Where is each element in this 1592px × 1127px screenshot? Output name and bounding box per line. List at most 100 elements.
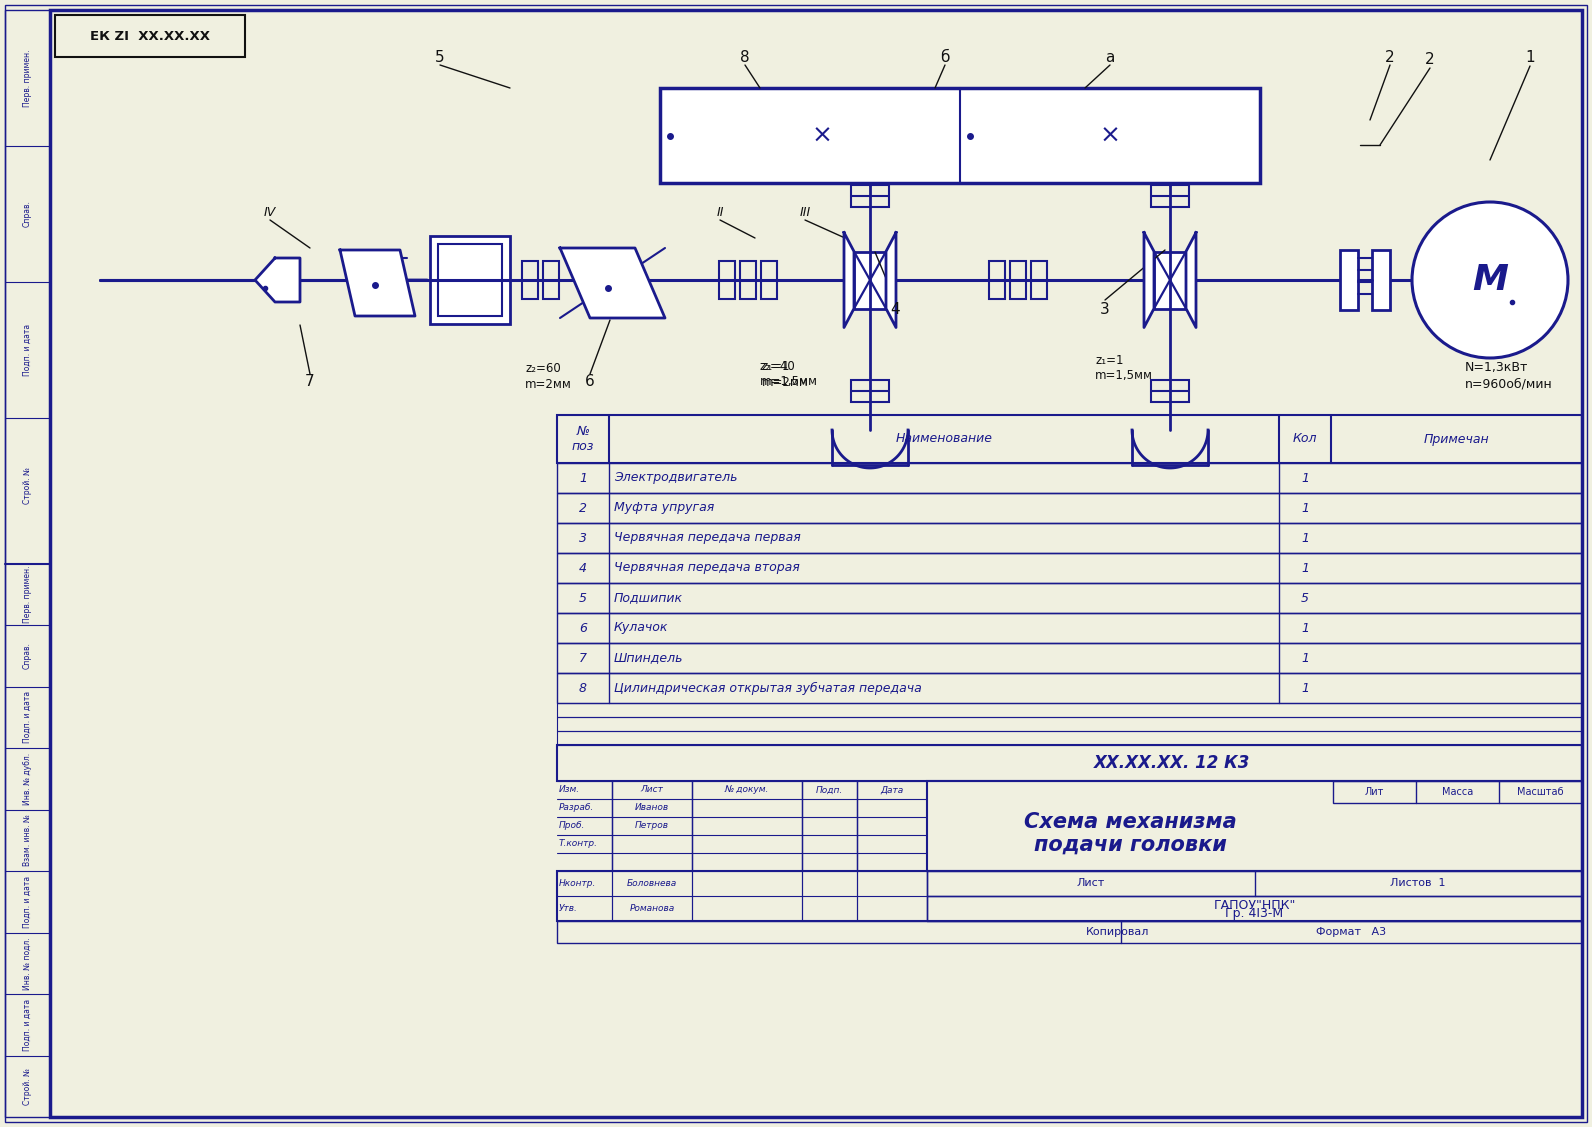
Bar: [557, 703, 1582, 717]
Text: Романова: Романова: [629, 904, 675, 913]
Text: Кулачок: Кулачок: [615, 621, 669, 635]
Text: Примечан: Примечан: [1423, 433, 1489, 445]
Bar: [927, 871, 1582, 896]
Text: m=1,5мм: m=1,5мм: [1095, 370, 1153, 382]
Text: Инв. № подл.: Инв. № подл.: [22, 937, 32, 990]
Text: Боловнева: Боловнева: [627, 879, 677, 888]
Text: Подп. и дата: Подп. и дата: [22, 323, 32, 375]
Text: 6: 6: [586, 374, 595, 390]
Bar: [557, 921, 1582, 943]
Bar: [557, 583, 1582, 613]
Bar: [543, 261, 559, 299]
Text: 2: 2: [1425, 53, 1434, 68]
Bar: [557, 553, 1582, 583]
Text: IV: IV: [264, 205, 275, 219]
Bar: [740, 261, 756, 299]
Text: 5: 5: [1301, 592, 1309, 604]
Bar: [557, 492, 1582, 523]
Bar: [557, 731, 1582, 745]
Text: 1: 1: [1525, 51, 1535, 65]
Text: II: II: [716, 205, 724, 219]
Text: Лит: Лит: [1364, 787, 1385, 797]
Text: Взам. инв. №: Взам. инв. №: [22, 815, 32, 867]
Text: 1: 1: [579, 471, 587, 485]
Text: z₂=60: z₂=60: [525, 362, 560, 374]
Bar: [1151, 185, 1189, 207]
Bar: [5, 10, 49, 1117]
Text: ЕК ZI  ХХ.ХХ.ХХ: ЕК ZI ХХ.ХХ.ХХ: [91, 29, 210, 43]
Bar: [557, 673, 1582, 703]
Text: №
поз: № поз: [572, 425, 594, 453]
Text: Масштаб: Масштаб: [1517, 787, 1563, 797]
Text: а: а: [1105, 50, 1114, 64]
Bar: [438, 245, 501, 316]
Text: М: М: [1473, 263, 1508, 298]
Text: 2: 2: [1385, 50, 1395, 64]
Text: Шпиндель: Шпиндель: [615, 651, 683, 665]
Polygon shape: [1186, 232, 1196, 328]
Polygon shape: [887, 232, 896, 328]
Polygon shape: [1145, 232, 1154, 328]
Polygon shape: [560, 248, 665, 318]
Bar: [557, 415, 1582, 463]
Polygon shape: [255, 258, 299, 302]
Text: Лист: Лист: [1076, 879, 1105, 888]
Text: Нконтр.: Нконтр.: [559, 879, 597, 888]
Text: Наименование: Наименование: [895, 433, 992, 445]
Bar: [557, 644, 1582, 673]
Text: б: б: [941, 50, 950, 64]
Text: 5: 5: [435, 50, 444, 64]
Text: Электродвигатель: Электродвигатель: [615, 471, 737, 485]
Text: m=1,5мм: m=1,5мм: [759, 375, 818, 389]
Bar: [927, 781, 1582, 871]
Bar: [1372, 250, 1390, 310]
Text: ×: ×: [1100, 124, 1121, 148]
Text: 3: 3: [1100, 302, 1110, 318]
Text: Перв. примен.: Перв. примен.: [22, 50, 32, 107]
Text: 1: 1: [1301, 651, 1309, 665]
Text: 5: 5: [579, 592, 587, 604]
Text: Проб.: Проб.: [559, 822, 586, 831]
Text: Червячная передача первая: Червячная передача первая: [615, 532, 801, 544]
Bar: [720, 261, 736, 299]
Text: Червячная передача вторая: Червячная передача вторая: [615, 561, 799, 575]
Bar: [1340, 250, 1358, 310]
Text: 6: 6: [579, 621, 587, 635]
Polygon shape: [844, 232, 853, 328]
Bar: [927, 896, 1582, 921]
Text: Цилиндрическая открытая зубчатая передача: Цилиндрическая открытая зубчатая передач…: [615, 682, 922, 694]
Text: 4: 4: [579, 561, 587, 575]
Text: Подшипик: Подшипик: [615, 592, 683, 604]
Text: Справ.: Справ.: [22, 201, 32, 228]
Bar: [1154, 251, 1186, 309]
Text: Дата: Дата: [880, 786, 904, 795]
Text: ГАПОУ"НПК": ГАПОУ"НПК": [1213, 899, 1296, 912]
Text: Лист: Лист: [640, 786, 664, 795]
Text: Иванов: Иванов: [635, 804, 669, 813]
Text: 4: 4: [890, 302, 899, 318]
Bar: [430, 236, 509, 323]
Text: z₁=1: z₁=1: [1095, 354, 1124, 366]
Bar: [989, 261, 1005, 299]
Text: Изм.: Изм.: [559, 786, 579, 795]
Text: Перв. примен.: Перв. примен.: [22, 566, 32, 623]
Text: z₂=40: z₂=40: [759, 361, 796, 373]
Bar: [1032, 261, 1048, 299]
Text: 1: 1: [1301, 532, 1309, 544]
Bar: [522, 261, 538, 299]
Text: Инв. № дубл.: Инв. № дубл.: [22, 753, 32, 805]
Bar: [761, 261, 777, 299]
Bar: [557, 717, 1582, 731]
Text: XX.XX.XX. 12 К3: XX.XX.XX. 12 К3: [1094, 754, 1250, 772]
Bar: [557, 463, 1582, 492]
Text: Кол: Кол: [1293, 433, 1317, 445]
Text: m=2мм: m=2мм: [525, 378, 572, 390]
Text: 1: 1: [1301, 471, 1309, 485]
Text: № докум.: № докум.: [724, 786, 769, 795]
Text: 7: 7: [579, 651, 587, 665]
Text: Масса: Масса: [1442, 787, 1473, 797]
Bar: [557, 613, 1582, 644]
Circle shape: [1412, 202, 1568, 358]
Text: Петров: Петров: [635, 822, 669, 831]
Text: 1: 1: [1301, 621, 1309, 635]
